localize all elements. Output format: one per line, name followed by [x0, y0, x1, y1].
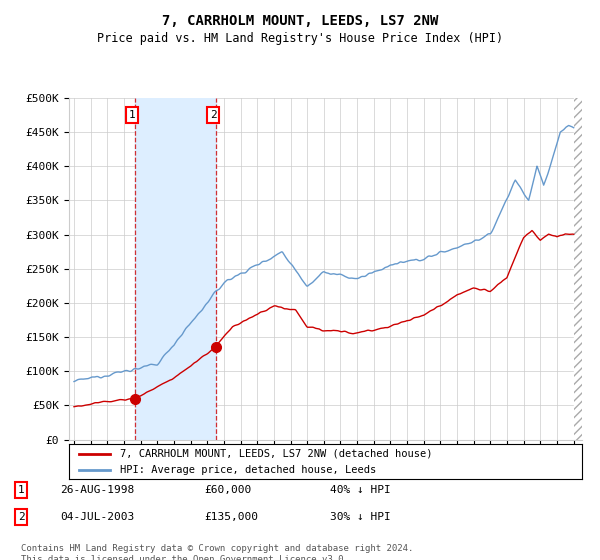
Text: 1: 1 — [17, 485, 25, 495]
Text: 7, CARRHOLM MOUNT, LEEDS, LS7 2NW (detached house): 7, CARRHOLM MOUNT, LEEDS, LS7 2NW (detac… — [121, 449, 433, 459]
Text: £60,000: £60,000 — [204, 485, 251, 495]
Text: Price paid vs. HM Land Registry's House Price Index (HPI): Price paid vs. HM Land Registry's House … — [97, 32, 503, 45]
Text: 2: 2 — [209, 110, 217, 120]
Text: Contains HM Land Registry data © Crown copyright and database right 2024.
This d: Contains HM Land Registry data © Crown c… — [21, 544, 413, 560]
Text: HPI: Average price, detached house, Leeds: HPI: Average price, detached house, Leed… — [121, 465, 377, 475]
Text: 7, CARRHOLM MOUNT, LEEDS, LS7 2NW: 7, CARRHOLM MOUNT, LEEDS, LS7 2NW — [162, 14, 438, 28]
Text: 26-AUG-1998: 26-AUG-1998 — [60, 485, 134, 495]
Bar — [574, 98, 582, 440]
Text: 30% ↓ HPI: 30% ↓ HPI — [330, 512, 391, 522]
Text: 1: 1 — [129, 110, 136, 120]
Text: £135,000: £135,000 — [204, 512, 258, 522]
Text: 04-JUL-2003: 04-JUL-2003 — [60, 512, 134, 522]
Bar — [135, 98, 215, 440]
Text: 40% ↓ HPI: 40% ↓ HPI — [330, 485, 391, 495]
Text: 2: 2 — [17, 512, 25, 522]
